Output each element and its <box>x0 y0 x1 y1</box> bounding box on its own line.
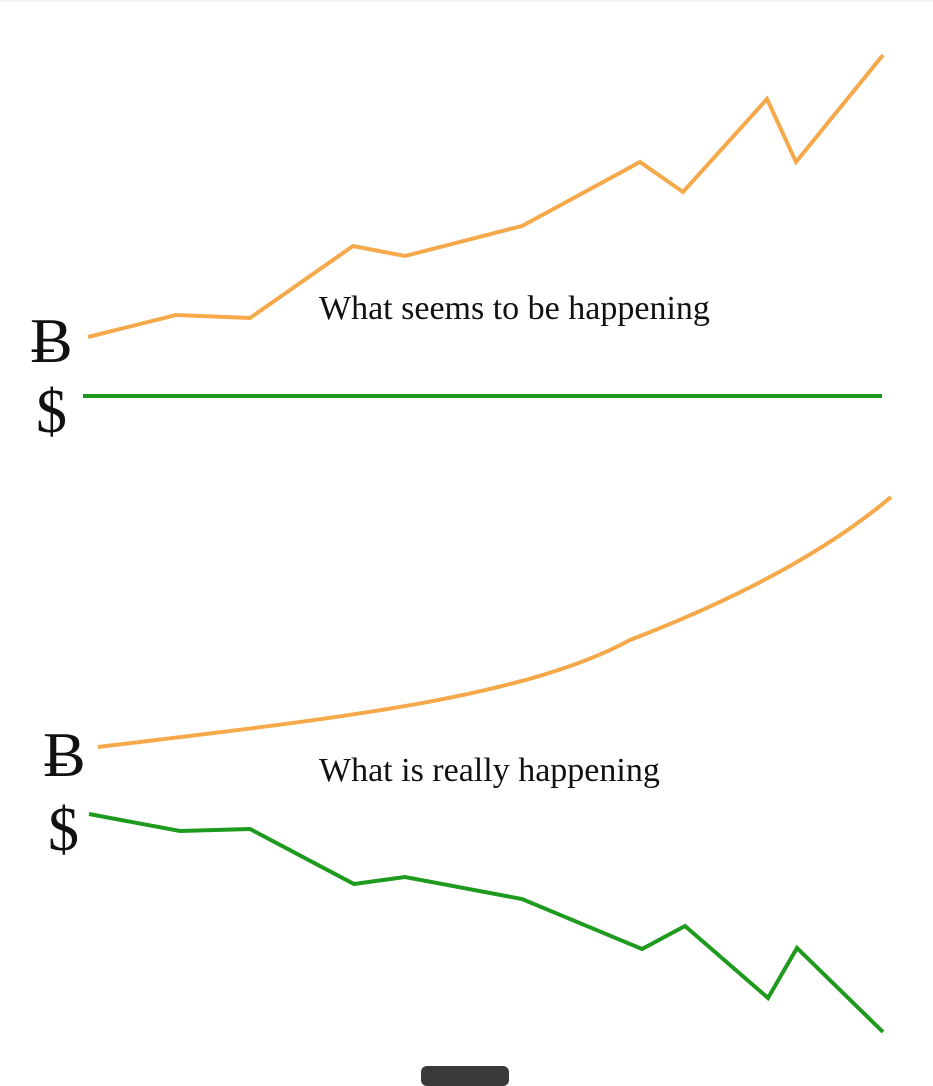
caption-really: What is really happening <box>319 752 660 789</box>
drag-handle-icon[interactable] <box>421 1066 509 1086</box>
bitcoin-symbol-bottom: Ƀ <box>43 719 86 790</box>
bitcoin-line-top <box>87 53 885 339</box>
dollar-symbol-top: $ <box>36 378 67 446</box>
dollar-symbol-bottom: $ <box>48 796 79 864</box>
top-edge-divider <box>0 0 933 2</box>
caption-seems: What seems to be happening <box>319 290 710 327</box>
panel-seems: Ƀ $ What seems to be happening <box>30 53 885 446</box>
bitcoin-curve-bottom <box>97 495 893 749</box>
panel-really: Ƀ $ What is really happening <box>43 495 893 1034</box>
bitcoin-symbol-top: Ƀ <box>30 305 73 376</box>
dollar-line-bottom <box>88 812 885 1034</box>
